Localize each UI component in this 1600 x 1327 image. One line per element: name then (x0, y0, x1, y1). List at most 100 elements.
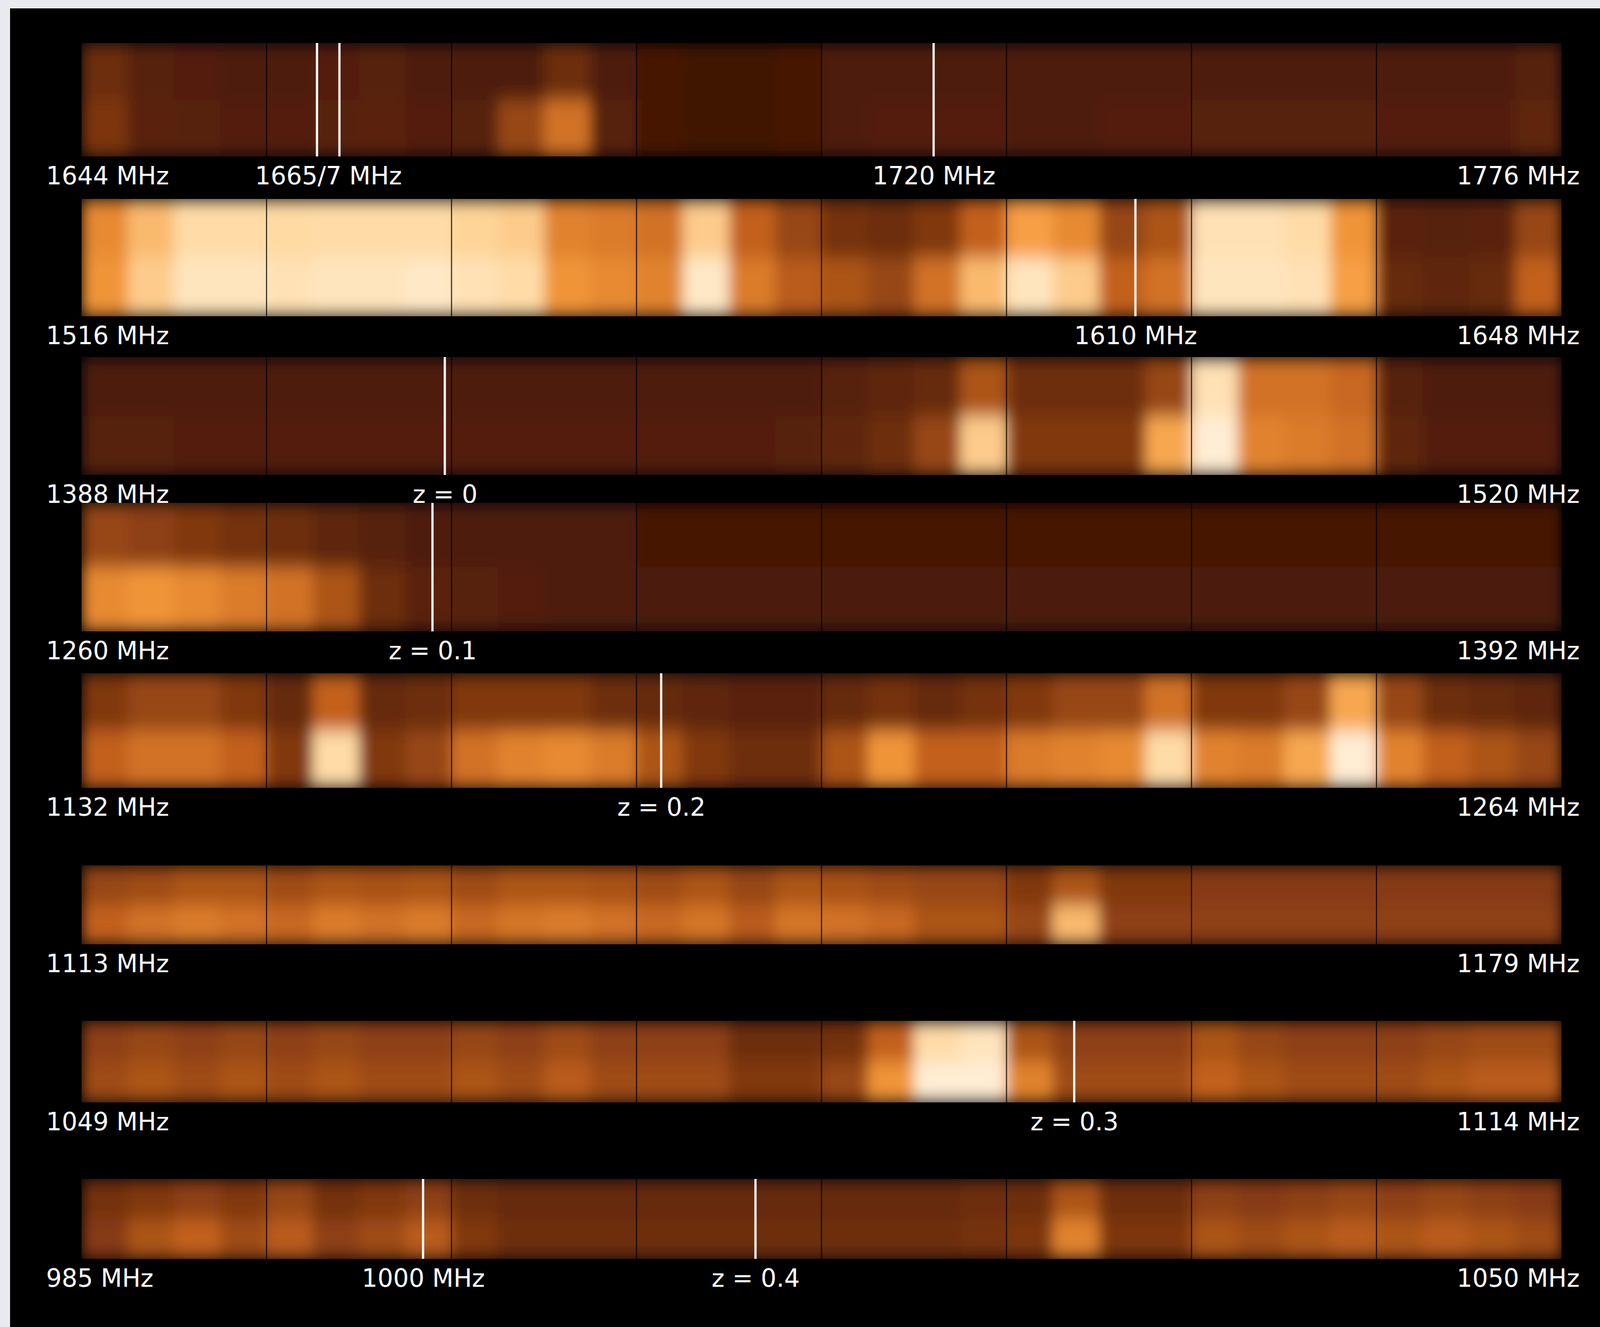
cell (451, 865, 499, 906)
cell (821, 673, 869, 732)
cell (81, 43, 129, 101)
divider (821, 43, 823, 157)
cell (220, 43, 268, 101)
cell (1098, 730, 1146, 789)
cell (544, 567, 592, 632)
cell (1145, 1178, 1193, 1220)
cell (127, 1020, 175, 1063)
tick-label: z = 0.4 (711, 1263, 800, 1293)
cell (266, 100, 314, 157)
divider (821, 1178, 823, 1259)
strip (81, 1020, 1562, 1103)
cell (1006, 43, 1054, 101)
cell (636, 1061, 684, 1103)
tick: 1264 MHz (1456, 787, 1580, 822)
cells (81, 1020, 1562, 1103)
cell (1191, 730, 1239, 789)
cell (1515, 730, 1562, 789)
cell (1283, 100, 1331, 157)
cell (1145, 730, 1193, 789)
cell (1052, 730, 1100, 789)
cell (497, 100, 545, 157)
cell (359, 730, 407, 789)
cell (1237, 502, 1285, 568)
cell (220, 198, 268, 259)
cell (1006, 416, 1054, 476)
cell (266, 356, 314, 417)
cell (1052, 100, 1100, 157)
cell (1145, 673, 1193, 732)
tick-label: 1179 MHz (1456, 949, 1580, 978)
strip-ground (81, 1178, 1562, 1259)
cell (729, 1178, 776, 1220)
cell (636, 1178, 684, 1220)
cell (590, 730, 638, 789)
cell (81, 502, 129, 568)
cell (266, 502, 314, 568)
cell (1422, 730, 1470, 789)
cell (590, 865, 638, 906)
cell (174, 730, 222, 789)
cell (1006, 1218, 1054, 1260)
cell (821, 198, 869, 259)
strip (81, 502, 1562, 632)
cell (636, 730, 684, 789)
cell (590, 905, 638, 945)
cell (359, 502, 407, 568)
cell (1422, 865, 1470, 906)
cell (544, 673, 592, 732)
cell (1006, 865, 1054, 906)
cell (821, 257, 869, 317)
cell (590, 673, 638, 732)
cell (913, 416, 961, 476)
cell (1515, 257, 1562, 317)
cell (405, 567, 452, 632)
axis-line (82, 156, 1563, 157)
cell (913, 673, 961, 732)
cell (913, 257, 961, 317)
cell (1052, 502, 1100, 568)
tick-label: 1610 MHz (1074, 321, 1198, 350)
cell (1376, 257, 1424, 317)
tick-label: 1720 MHz (872, 161, 996, 190)
cell (1006, 730, 1054, 789)
cell (312, 1061, 360, 1103)
cell (1515, 416, 1562, 476)
cell (1052, 567, 1100, 632)
cell (1515, 905, 1562, 945)
cell (405, 1178, 452, 1220)
cell (1098, 356, 1146, 417)
cell (1330, 1020, 1378, 1063)
cell (1237, 865, 1285, 906)
cell (590, 1178, 638, 1220)
cell (405, 730, 452, 789)
cell (729, 1218, 776, 1260)
cell (821, 730, 869, 789)
cell (174, 567, 222, 632)
cell (1422, 567, 1470, 632)
cell (729, 905, 776, 945)
tick-label: z = 0.3 (1030, 1107, 1119, 1136)
cell (174, 673, 222, 732)
cell (544, 43, 592, 101)
cell (544, 905, 592, 945)
strip (81, 198, 1562, 317)
cell (1237, 1178, 1285, 1220)
cell (544, 356, 592, 417)
cell (867, 43, 915, 101)
x-axis: 1260 MHzz = 0.11392 MHz (46, 631, 1580, 665)
cell (1515, 1061, 1562, 1103)
cell (1006, 100, 1054, 157)
cell (220, 673, 268, 732)
cell (1145, 502, 1193, 568)
cell (266, 1061, 314, 1103)
cell (1098, 673, 1146, 732)
cell (1330, 1178, 1378, 1220)
axis-line (82, 944, 1563, 945)
cell (1237, 257, 1285, 317)
strip-ground (81, 502, 1562, 632)
cell (636, 257, 684, 317)
cell (405, 43, 452, 101)
cell (497, 356, 545, 417)
tick: 1610 MHz (1074, 316, 1198, 350)
